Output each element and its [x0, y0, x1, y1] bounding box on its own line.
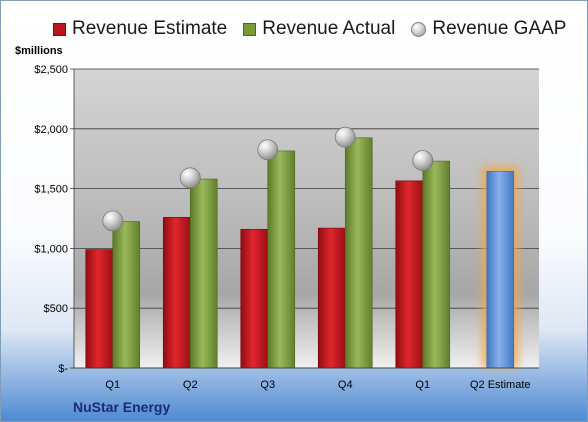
plot-area	[74, 69, 539, 368]
x-tick-label: Q1	[105, 379, 120, 391]
bar-actual	[189, 178, 218, 369]
legend-item-estimate: Revenue Estimate	[53, 18, 227, 40]
gaap-marker	[102, 210, 124, 232]
gaap-marker	[334, 126, 356, 148]
gaap-marker	[179, 167, 201, 189]
x-tick-label: Q4	[338, 379, 353, 391]
bar-actual	[344, 137, 373, 369]
legend-label-gaap: Revenue GAAP	[432, 18, 567, 39]
y-tick-label: $1,000	[34, 243, 68, 255]
legend-swatch-actual	[243, 22, 257, 36]
company-name: NuStar Energy	[73, 399, 171, 415]
legend-swatch-gaap	[411, 21, 427, 37]
gaap-marker	[412, 150, 434, 171]
y-tick-label: $-	[58, 363, 68, 375]
legend-label-actual: Revenue Actual	[262, 18, 396, 39]
bar-actual	[422, 160, 451, 369]
y-axis-unit-label: $millions	[15, 45, 63, 57]
gaap-marker	[257, 139, 279, 161]
x-axis-ticks: Q1 Q2 Q3 Q4 Q1 Q2 Estimate	[74, 367, 539, 391]
bar-estimate	[240, 228, 269, 369]
y-axis-ticks: $- $500 $1,000 $1,500 $2,000 $2,500	[34, 64, 75, 375]
bar-actual	[267, 150, 296, 369]
bar-estimate-forecast	[486, 170, 515, 369]
bar-estimate	[317, 227, 346, 369]
legend-item-gaap: Revenue GAAP	[411, 18, 566, 40]
gaap-markers	[102, 126, 434, 232]
bar-estimate	[395, 180, 424, 369]
legend-swatch-estimate	[53, 22, 66, 36]
bar-estimate	[162, 217, 191, 369]
legend-item-actual: Revenue Actual	[243, 18, 395, 40]
legend: Revenue Estimate Revenue Actual Revenue …	[53, 15, 566, 43]
bar-estimate	[85, 249, 114, 369]
y-tick-label: $2,000	[34, 124, 68, 136]
bar-actual	[112, 221, 141, 369]
bars	[85, 137, 519, 369]
y-tick-label: $500	[44, 303, 68, 315]
x-tick-label: Q2 Estimate	[470, 379, 531, 391]
y-tick-label: $2,500	[34, 64, 68, 76]
x-tick-label: Q3	[260, 379, 275, 391]
y-tick-label: $1,500	[34, 184, 68, 196]
x-tick-label: Q1	[415, 379, 430, 391]
legend-label-estimate: Revenue Estimate	[72, 18, 228, 39]
x-tick-label: Q2	[183, 379, 198, 391]
